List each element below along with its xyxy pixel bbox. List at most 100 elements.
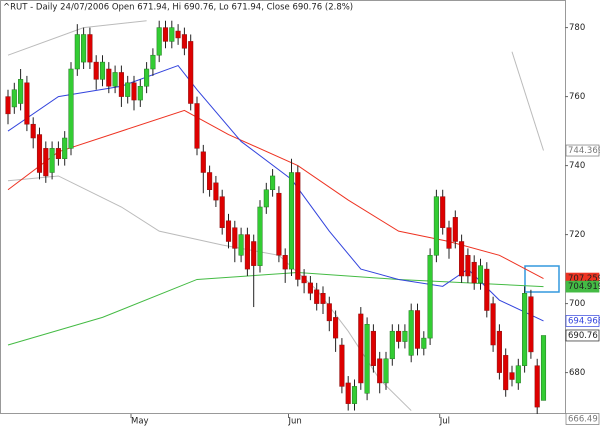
- candle-body: [270, 175, 276, 190]
- candle-body: [238, 234, 244, 256]
- candle-body: [326, 303, 332, 322]
- price-label-box: [565, 329, 600, 342]
- candle-body: [30, 123, 36, 139]
- candle-body: [207, 172, 213, 190]
- candle-body: [503, 355, 509, 391]
- candle-body: [509, 372, 515, 380]
- candle-body: [427, 255, 433, 339]
- candle-body: [370, 330, 376, 366]
- y-tick-label: 700: [569, 299, 585, 309]
- candle-body: [496, 330, 502, 373]
- candle-body: [49, 148, 55, 173]
- candle-body: [402, 330, 408, 342]
- x-tick-label: Jul: [439, 417, 450, 426]
- candle-body: [534, 365, 540, 408]
- price-label-box: [565, 280, 600, 293]
- candle-body: [345, 382, 351, 404]
- candle-body: [396, 330, 402, 342]
- candle-body: [175, 30, 181, 39]
- price-label: 744.369: [568, 146, 600, 156]
- candle-body: [295, 172, 301, 280]
- price-label: 704.919: [568, 282, 600, 292]
- y-tick-label: 740: [569, 161, 585, 171]
- candle-body: [225, 220, 232, 242]
- candle-body: [522, 293, 528, 366]
- candle-body: [433, 196, 439, 256]
- candle-body: [282, 255, 288, 270]
- candle-body: [263, 189, 269, 208]
- candle-body: [81, 34, 87, 63]
- candle-body: [339, 344, 345, 387]
- candle-body: [408, 310, 414, 356]
- candle-body: [333, 317, 339, 339]
- candle-body: [276, 192, 282, 256]
- candle-body: [125, 82, 131, 97]
- candle-body: [244, 234, 250, 270]
- candle-body: [144, 68, 150, 87]
- candle-body: [188, 41, 194, 104]
- candle-body: [471, 261, 477, 284]
- candle-body: [43, 148, 49, 177]
- candle-body: [465, 255, 471, 277]
- candle-body: [383, 358, 389, 384]
- chart-title: ^RUT - Daily 24/07/2006 Open 671.94, Hi …: [3, 3, 353, 13]
- moving-average: [7, 175, 412, 411]
- candle-body: [162, 27, 169, 42]
- candle-body: [364, 324, 370, 394]
- candle-body: [251, 241, 257, 266]
- candle-body: [169, 27, 175, 42]
- candle-body: [484, 268, 490, 311]
- candle-body: [421, 337, 427, 349]
- candle-body: [87, 34, 93, 63]
- candle-body: [99, 61, 106, 80]
- candle-body: [314, 289, 320, 304]
- candle-body: [232, 227, 238, 249]
- candle-body: [358, 313, 364, 384]
- price-label: 690.76: [568, 331, 598, 341]
- candle-body: [219, 196, 225, 228]
- price-label: 666.49: [568, 415, 598, 425]
- candle-body: [307, 282, 313, 294]
- candle-body: [477, 265, 484, 284]
- candle-body: [459, 241, 465, 277]
- plot-frame: [0, 0, 566, 414]
- candle-body: [414, 310, 421, 349]
- candle-body: [11, 89, 17, 108]
- x-tick-label: Jun: [288, 417, 302, 426]
- candle-body: [200, 151, 206, 173]
- candle-body: [106, 68, 112, 87]
- price-label-box: [565, 144, 600, 157]
- candle-body: [18, 79, 24, 104]
- price-label: 707.259: [568, 274, 600, 284]
- candle-body: [377, 358, 383, 384]
- candle-body: [74, 34, 80, 70]
- candle-body: [194, 103, 200, 149]
- candle-body: [68, 68, 74, 149]
- highlight-box: [524, 265, 560, 293]
- moving-average: [511, 51, 544, 151]
- price-label-box: [565, 315, 600, 327]
- candle-body: [118, 72, 124, 97]
- y-tick-label: 680: [569, 368, 585, 378]
- candle-body: [389, 330, 395, 360]
- candle-body: [55, 148, 61, 159]
- y-tick-label: 780: [569, 23, 585, 33]
- candle-body: [93, 61, 99, 80]
- candle-body: [528, 296, 534, 353]
- candle-body: [440, 196, 446, 228]
- candle-body: [515, 365, 521, 384]
- candle-body: [112, 72, 118, 87]
- candle-body: [62, 137, 68, 159]
- candle-body: [452, 217, 458, 242]
- candle-body: [288, 172, 295, 270]
- price-label: 694.968: [568, 316, 600, 326]
- candle-body: [490, 303, 496, 346]
- candle-body: [156, 27, 162, 56]
- price-label-box: [565, 413, 600, 425]
- y-tick-label: 760: [569, 92, 585, 102]
- candle-body: [540, 335, 547, 401]
- candle-body: [24, 82, 30, 125]
- candle-body: [181, 34, 187, 49]
- candle-body: [351, 386, 358, 404]
